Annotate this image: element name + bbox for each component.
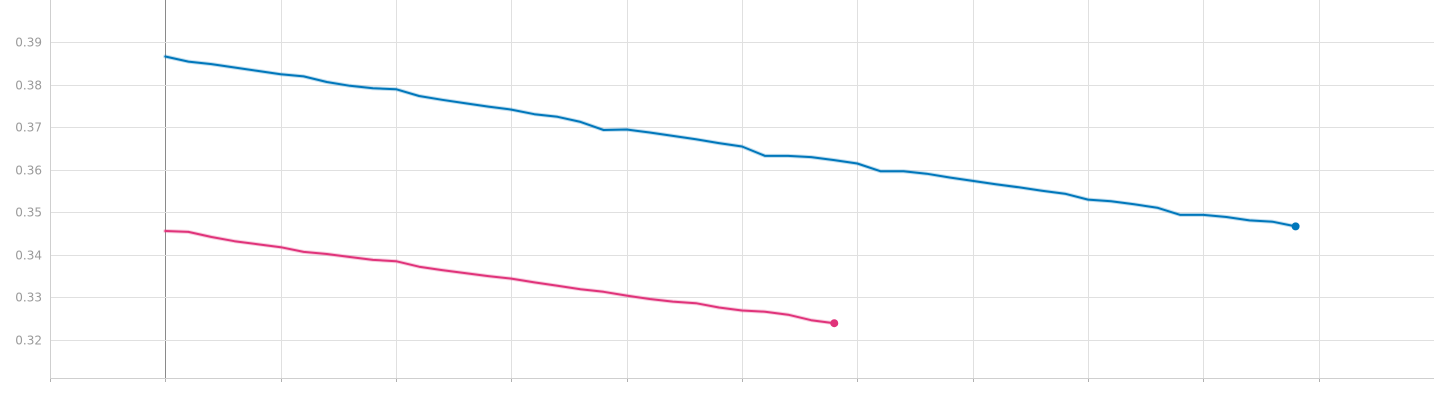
series-line (164, 230, 836, 325)
axes (50, 0, 1434, 382)
horizontal-gridlines (50, 42, 1434, 341)
vertical-gridlines (165, 0, 1320, 378)
y-tick-label: 0.33 (15, 291, 42, 305)
series-endpoint-marker[interactable] (1291, 222, 1300, 231)
y-tick-label: 0.38 (15, 79, 42, 93)
y-tick-label: 0.35 (15, 206, 42, 220)
y-tick-label: 0.34 (15, 249, 42, 263)
y-tick-label: 0.36 (15, 164, 42, 178)
y-tick-label: 0.32 (15, 334, 42, 348)
series-halo (163, 54, 1298, 229)
y-tick-label: 0.39 (15, 36, 42, 50)
series-endpoint-marker[interactable] (830, 319, 839, 328)
series-line (164, 55, 1297, 228)
y-tick-labels: 0.32 0.33 0.34 0.35 0.36 0.37 0.38 0.39 (15, 36, 42, 348)
series-layer (163, 54, 1300, 328)
y-tick-label: 0.37 (15, 121, 42, 135)
